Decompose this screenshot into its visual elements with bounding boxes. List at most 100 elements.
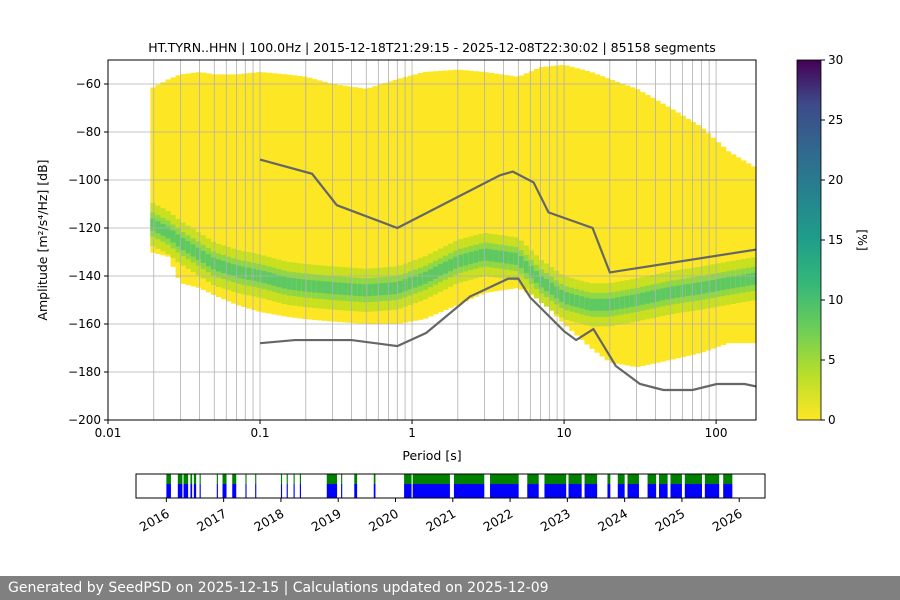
pdf-cell [549, 282, 555, 295]
pdf-cell [508, 75, 515, 290]
pdf-cell [165, 226, 172, 239]
pdf-cell [357, 283, 363, 296]
pdf-cell [538, 67, 545, 302]
pdf-cell [281, 74, 288, 317]
pdf-cell [150, 218, 156, 231]
availability-segment [617, 474, 625, 484]
y-axis-label: Amplitude [m²/s⁴/Hz] [dB] [35, 159, 50, 320]
availability-segment [453, 474, 485, 484]
pdf-cell [231, 264, 237, 277]
availability-segment [627, 484, 639, 498]
y-tick-label: −80 [76, 125, 101, 139]
colorbar [796, 59, 822, 421]
pdf-cell [544, 66, 550, 307]
availability-segment [684, 484, 702, 498]
pdf-cell [347, 86, 353, 323]
pdf-cell [498, 74, 505, 291]
pdf-cell [205, 254, 212, 267]
pdf-cell [281, 276, 288, 289]
pdf-cell [352, 87, 358, 324]
pdf-cell [533, 270, 540, 283]
availability-segment [490, 484, 519, 498]
pdf-cell [392, 79, 399, 324]
pdf-cell [443, 70, 449, 311]
pdf-cell [407, 277, 414, 290]
pdf-cell [685, 118, 691, 356]
pdf-cell [246, 267, 252, 280]
availability-segment [341, 474, 343, 484]
availability-segment [404, 484, 412, 498]
pdf-cell [629, 87, 636, 367]
availability-segment [190, 484, 193, 498]
pdf-cell [644, 291, 651, 304]
pdf-cell [291, 75, 298, 318]
pdf-cell [215, 74, 222, 298]
pdf-cell [271, 73, 278, 315]
pdf-cell [523, 261, 530, 274]
pdf-cell [655, 100, 661, 363]
pdf-cell [750, 166, 756, 344]
availability-segment [293, 484, 295, 498]
colorbar-tick-label: 20 [828, 173, 843, 187]
pdf-cell [397, 280, 404, 293]
pdf-cell [246, 73, 252, 309]
pdf-cell [528, 71, 535, 296]
pdf-cell [433, 71, 439, 315]
availability-segment [584, 484, 598, 498]
pdf-cell [367, 284, 373, 297]
pdf-cell [276, 73, 283, 316]
pdf-cell [644, 94, 651, 365]
pdf-cell [392, 282, 399, 295]
colorbar-ticks: 0 5 10 15 20 25 30 [821, 53, 843, 427]
pdf-cell [695, 125, 701, 354]
pdf-cell [720, 146, 727, 345]
pdf-cell [301, 279, 308, 292]
availability-segment [584, 474, 598, 484]
pdf-cell [382, 282, 389, 295]
pdf-cell [458, 254, 464, 267]
availability-segment [280, 484, 283, 498]
pdf-cell [483, 248, 490, 261]
availability-segment [190, 474, 193, 484]
pdf-cell [286, 74, 293, 318]
pdf-cell [735, 275, 742, 288]
pdf-cell [634, 293, 641, 306]
pdf-cell [427, 269, 434, 282]
pdf-cell [730, 154, 737, 344]
pdf-cell [155, 84, 161, 255]
data-availability: 2016 2017 2018 2019 2020 2021 2022 2023 2024 2025… [137, 474, 745, 535]
pdf-cell [468, 252, 474, 265]
pdf-cell [609, 298, 616, 311]
pdf-cell [690, 121, 696, 355]
pdf-cell [175, 234, 182, 247]
plot-frame [107, 59, 757, 421]
pdf-cell [730, 276, 737, 289]
pdf-cell [316, 80, 323, 321]
availability-segment [326, 474, 338, 484]
pdf-cell [720, 278, 727, 291]
pdf-cell [261, 271, 267, 284]
availability-segment [647, 474, 657, 484]
pdf-cell [594, 74, 601, 353]
availability-tick-label: 2025 [652, 506, 687, 535]
pdf-cell [377, 84, 384, 324]
availability-segment [293, 474, 295, 484]
pdf-cell [513, 76, 520, 289]
pdf-cell [422, 271, 429, 284]
pdf-cell [559, 65, 565, 322]
pdf-cell [352, 283, 358, 296]
pdf-cell [347, 283, 353, 296]
pdf-cell [443, 261, 449, 274]
axes: 0.01 0.1 1 10 100 −200 −180 −160 −140 −120 −100 −80… [68, 77, 728, 440]
availability-tick-label: 2023 [538, 506, 573, 535]
availability-segment [354, 484, 358, 498]
pdf-cell [503, 251, 510, 264]
pdf-cell [705, 280, 712, 293]
availability-segment [659, 474, 668, 484]
pdf-cell [236, 74, 242, 306]
pdf-cell [569, 66, 575, 331]
pdf-cell [226, 262, 232, 275]
pdf-cell [200, 250, 207, 263]
availability-segment [216, 484, 218, 498]
pdf-cell [327, 281, 333, 294]
